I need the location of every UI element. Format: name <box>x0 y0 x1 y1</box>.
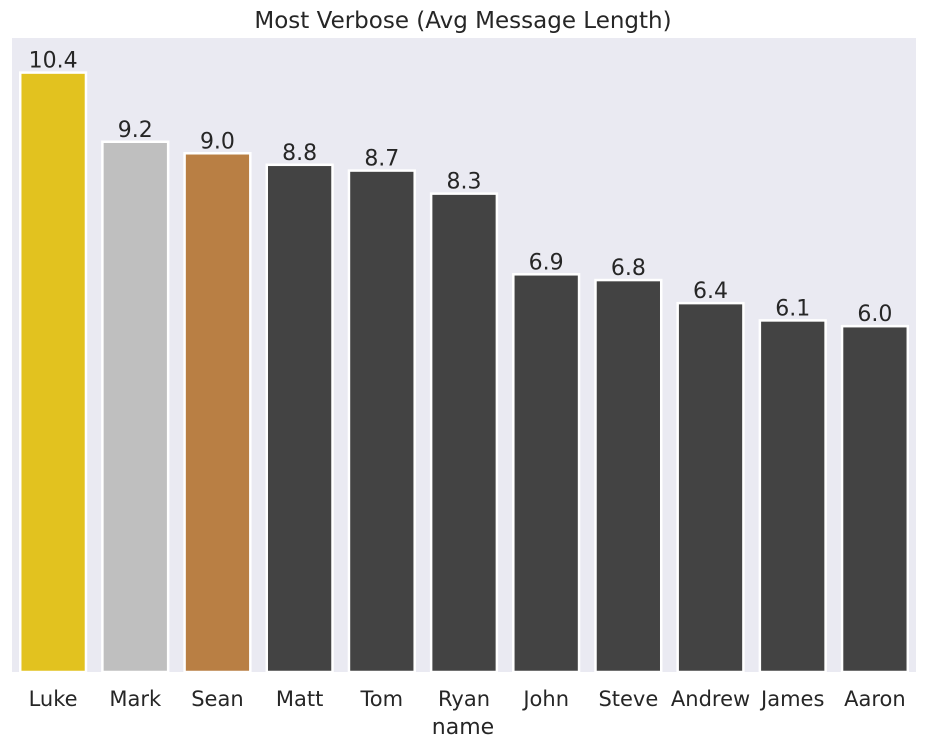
x-tick-label-sean: Sean <box>191 687 243 711</box>
bar-matt <box>265 163 334 674</box>
x-tick-label-ryan: Ryan <box>438 687 490 711</box>
x-tick-label-andrew: Andrew <box>671 687 750 711</box>
bar-james <box>758 319 827 674</box>
x-tick-label-john: John <box>521 687 569 711</box>
bar-value-label-aaron: 6.0 <box>857 302 892 327</box>
bar-value-label-luke: 10.4 <box>29 49 78 74</box>
bar-value-label-steve: 6.8 <box>611 256 646 281</box>
x-tick-label-tom: Tom <box>360 687 404 711</box>
bar-value-label-mark: 9.2 <box>118 118 153 143</box>
bar-tom <box>347 169 416 674</box>
bar-ryan <box>429 192 499 674</box>
bar-sean <box>183 152 252 674</box>
bar-andrew <box>676 301 745 674</box>
bar-steve <box>594 278 663 674</box>
x-tick-label-steve: Steve <box>598 687 658 711</box>
bar-aaron <box>840 324 910 674</box>
bar-luke <box>18 71 88 674</box>
bar-value-label-andrew: 6.4 <box>693 279 728 304</box>
chart-title: Most Verbose (Avg Message Length) <box>254 8 671 34</box>
bar-value-label-matt: 8.8 <box>282 141 317 166</box>
x-tick-label-aaron: Aaron <box>844 687 906 711</box>
bar-value-label-ryan: 8.3 <box>447 170 482 195</box>
bar-value-label-james: 6.1 <box>775 296 810 321</box>
x-tick-label-james: James <box>759 687 824 711</box>
bar-value-label-tom: 8.7 <box>364 147 399 172</box>
x-tick-label-mark: Mark <box>109 687 162 711</box>
bar-value-label-john: 6.9 <box>529 250 564 275</box>
bar-john <box>512 273 581 674</box>
x-tick-labels-group: Luke Mark Sean Matt Tom Ryan John Steve Andrew Ja… <box>29 687 906 711</box>
bar-value-label-sean: 9.0 <box>200 129 235 154</box>
bar-labels-group: 10.4 9.2 9.0 8.8 8.7 8.3 6.9 6.8 6.4 6.1 6.0 <box>29 49 893 328</box>
x-axis-label: name <box>432 715 494 740</box>
x-tick-label-matt: Matt <box>276 687 323 711</box>
x-tick-label-luke: Luke <box>29 687 78 711</box>
bars-group <box>18 71 910 674</box>
bar-mark <box>101 140 170 674</box>
